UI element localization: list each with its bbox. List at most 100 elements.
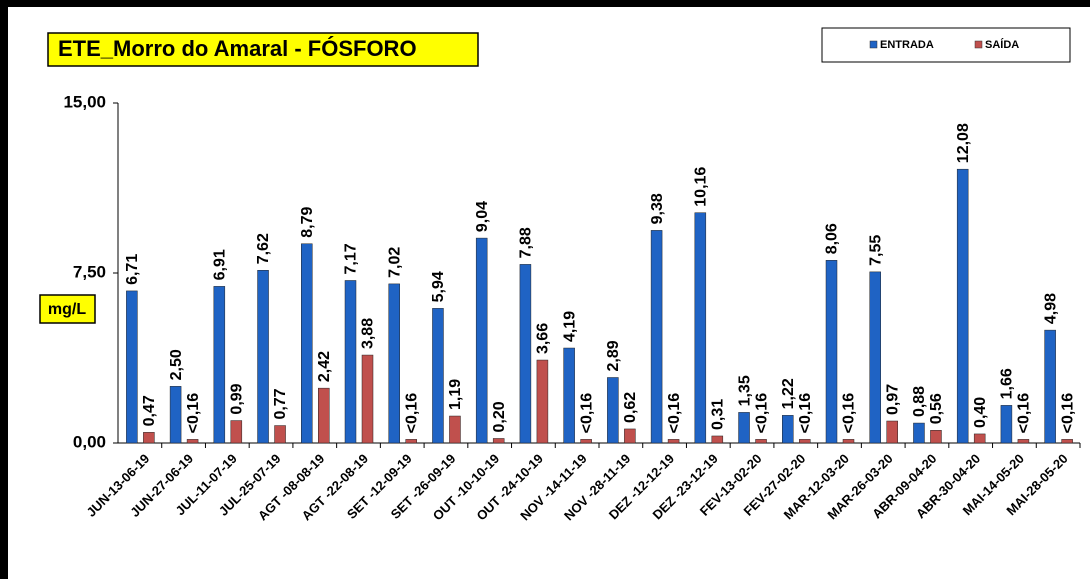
bar xyxy=(1044,329,1056,444)
value-label: <0,16 xyxy=(797,393,814,434)
value-label: 0,56 xyxy=(928,393,945,424)
bar xyxy=(230,420,243,444)
bar xyxy=(143,432,155,444)
value-label: 0,31 xyxy=(710,399,727,430)
value-label: <0,16 xyxy=(403,393,420,434)
bar xyxy=(650,230,663,444)
value-label: <0,16 xyxy=(666,393,683,434)
bar xyxy=(869,271,881,444)
bar xyxy=(432,308,444,444)
chart-title: ETE_Morro do Amaral - FÓSFORO xyxy=(58,36,417,61)
value-label: <0,16 xyxy=(1016,393,1033,434)
bar xyxy=(799,439,811,444)
bar xyxy=(913,422,925,444)
bar xyxy=(563,347,575,444)
bar xyxy=(667,439,680,444)
value-label: 0,88 xyxy=(911,386,928,417)
bar xyxy=(694,212,707,444)
value-label: 6,91 xyxy=(212,249,229,280)
bar xyxy=(301,243,313,444)
value-label: <0,16 xyxy=(753,393,770,434)
bar xyxy=(624,428,636,444)
bar xyxy=(318,387,330,444)
bar xyxy=(274,425,286,444)
value-label: 4,19 xyxy=(561,311,578,342)
value-label: 4,98 xyxy=(1042,293,1059,324)
value-label: 0,20 xyxy=(491,401,508,432)
bar xyxy=(126,290,138,444)
bar xyxy=(388,283,400,444)
value-label: 8,06 xyxy=(824,223,841,254)
legend-swatch xyxy=(974,40,983,49)
value-label: 1,19 xyxy=(447,379,464,410)
value-label: 0,47 xyxy=(141,395,158,426)
value-label: <0,16 xyxy=(841,393,858,434)
bar xyxy=(449,415,461,444)
bar xyxy=(492,438,505,444)
value-label: 2,50 xyxy=(168,349,185,380)
bar xyxy=(711,435,724,444)
bar xyxy=(169,386,182,444)
legend xyxy=(821,27,1071,63)
value-label: 1,22 xyxy=(780,378,797,409)
value-label: 1,35 xyxy=(736,375,753,406)
value-label: 0,99 xyxy=(229,383,246,414)
value-label: 0,97 xyxy=(884,384,901,415)
bar xyxy=(930,430,942,444)
bar xyxy=(186,439,199,444)
value-label: 7,88 xyxy=(518,227,535,258)
bar xyxy=(361,354,374,444)
value-label: 8,79 xyxy=(299,207,316,238)
bar xyxy=(973,433,986,444)
y-label-box xyxy=(39,294,96,324)
value-label: 9,04 xyxy=(474,201,491,232)
bar xyxy=(519,264,532,444)
panel xyxy=(8,7,1090,579)
y-tick-label: 15,00 xyxy=(63,92,106,111)
value-label: 5,94 xyxy=(430,271,447,302)
value-label: 7,62 xyxy=(255,233,272,264)
bar xyxy=(1017,439,1030,444)
value-label: <0,16 xyxy=(578,393,595,434)
bar xyxy=(580,439,592,444)
bar xyxy=(842,439,855,444)
legend-label: ENTRADA xyxy=(880,39,934,51)
bar xyxy=(1000,405,1013,444)
title-box xyxy=(47,32,479,67)
y-axis-label: mg/L xyxy=(48,301,86,318)
bar xyxy=(886,420,898,444)
value-label: 7,17 xyxy=(343,243,360,274)
bar xyxy=(755,439,767,444)
bar xyxy=(475,237,488,444)
value-label: 1,66 xyxy=(999,368,1016,399)
bar xyxy=(825,260,838,444)
bar xyxy=(607,377,619,444)
bar xyxy=(257,270,269,444)
legend-label: SAÍDA xyxy=(985,38,1019,51)
y-tick-label: 7,50 xyxy=(73,262,106,281)
value-label: <0,16 xyxy=(185,393,202,434)
value-label: 3,88 xyxy=(360,318,377,349)
value-label: 2,89 xyxy=(605,340,622,371)
value-label: 3,66 xyxy=(535,323,552,354)
value-label: 7,55 xyxy=(867,235,884,266)
value-label: 2,42 xyxy=(316,351,333,382)
y-tick-label: 0,00 xyxy=(73,432,106,451)
bar xyxy=(213,286,226,444)
bar xyxy=(782,415,794,444)
value-label: 9,38 xyxy=(649,193,666,224)
value-label: 0,62 xyxy=(622,392,639,423)
bar xyxy=(956,168,969,444)
bar xyxy=(1061,439,1073,444)
value-label: <0,16 xyxy=(1059,393,1076,434)
legend-swatch xyxy=(869,40,878,49)
value-label: 10,16 xyxy=(693,167,710,207)
value-label: 0,77 xyxy=(272,388,289,419)
bar xyxy=(405,439,417,444)
value-label: 0,40 xyxy=(972,397,989,428)
value-label: 6,71 xyxy=(124,254,141,285)
value-label: 12,08 xyxy=(955,123,972,163)
bar xyxy=(536,359,549,444)
